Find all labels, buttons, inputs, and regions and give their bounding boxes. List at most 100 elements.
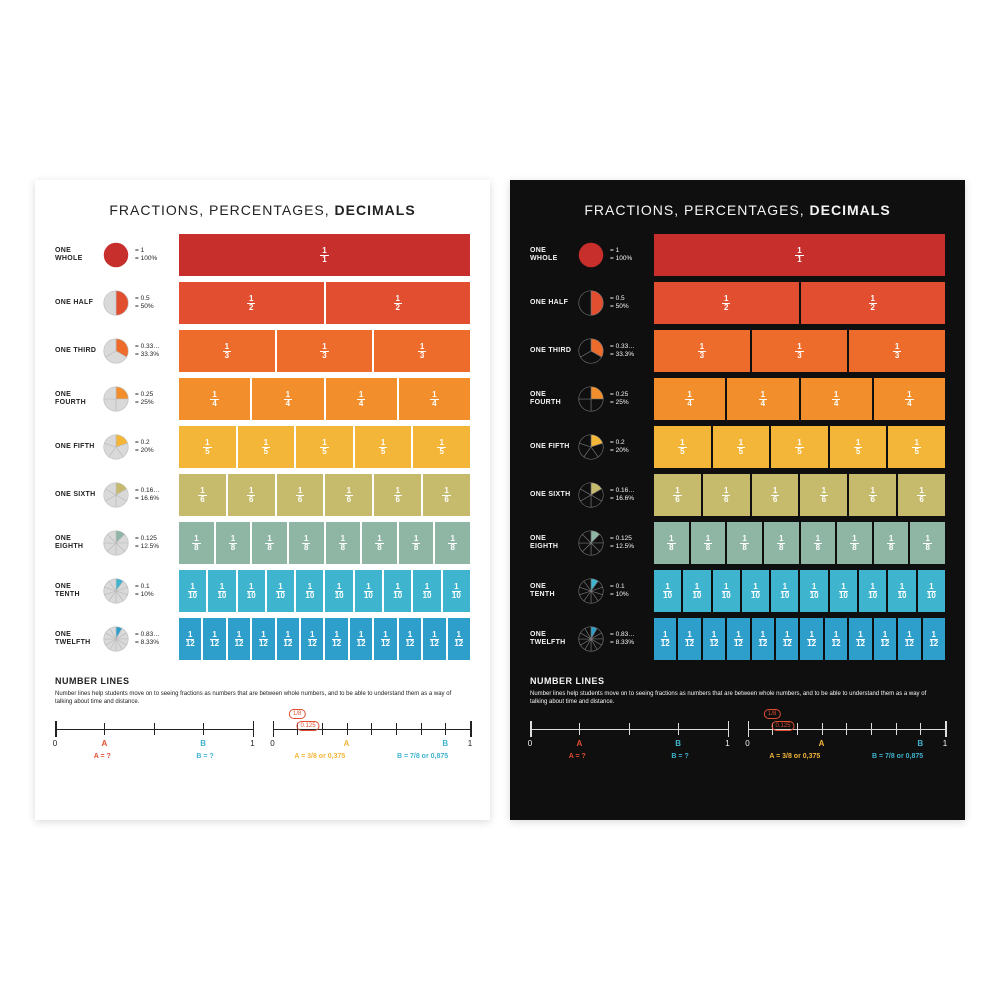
fraction-segment: 18 — [289, 522, 324, 564]
fraction-row: ONE TWELFTH = 0.83… = 8.33% 112 112 112 … — [55, 618, 470, 660]
fraction-segment: 110 — [800, 570, 827, 612]
fraction-segment: 15 — [888, 426, 945, 468]
fraction-segment: 14 — [727, 378, 798, 420]
fraction-segment: 12 — [654, 282, 799, 324]
fraction-segment: 18 — [837, 522, 872, 564]
fraction-segment: 112 — [350, 618, 372, 660]
fraction-segment: 16 — [179, 474, 226, 516]
fraction-segment: 15 — [654, 426, 711, 468]
fraction-segment: 18 — [874, 522, 909, 564]
fraction-segment: 14 — [874, 378, 945, 420]
fraction-segment: 110 — [683, 570, 710, 612]
fraction-segment: 112 — [399, 618, 421, 660]
fraction-values: = 0.125 = 12.5% — [610, 535, 650, 552]
pie-icon — [577, 577, 605, 605]
pie-icon — [577, 433, 605, 461]
fraction-bar: 110 110 110 110 110 110 110 110 110 110 — [179, 570, 470, 612]
fraction-segment: 110 — [742, 570, 769, 612]
fraction-segment: 112 — [252, 618, 274, 660]
fraction-segment: 13 — [277, 330, 373, 372]
number-lines-section: NUMBER LINES Number lines help students … — [55, 676, 470, 771]
fraction-label: ONE TWELFTH — [530, 631, 572, 648]
fraction-segment: 110 — [888, 570, 915, 612]
number-line: 0 1AB A = ?B = ? — [530, 721, 728, 771]
pie-icon — [102, 433, 130, 461]
fraction-row: ONE WHOLE = 1 = 100% 11 — [55, 234, 470, 276]
fraction-segment: 110 — [413, 570, 440, 612]
number-lines-desc: Number lines help students move on to se… — [530, 690, 945, 707]
pie-icon — [102, 481, 130, 509]
fraction-segment: 18 — [326, 522, 361, 564]
fraction-segment: 110 — [771, 570, 798, 612]
number-line: 0 1AB A = ?B = ? — [55, 721, 253, 771]
fraction-bar: 15 15 15 15 15 — [179, 426, 470, 468]
fraction-segment: 15 — [238, 426, 295, 468]
poster-dark: FRACTIONS, PERCENTAGES, DECIMALS ONE WHO… — [510, 180, 965, 820]
fraction-segment: 16 — [374, 474, 421, 516]
numberline-answer: B = 7/8 or 0,875 — [872, 753, 923, 760]
fraction-segment: 110 — [267, 570, 294, 612]
fraction-bar: 12 12 — [654, 282, 945, 324]
fraction-segment: 12 — [179, 282, 324, 324]
fraction-segment: 112 — [448, 618, 470, 660]
number-line: 0 1AB1/80.125 A = 3/8 or 0,375B = 7/8 or… — [748, 721, 946, 771]
pie-icon — [577, 289, 605, 317]
fraction-label: ONE THIRD — [530, 347, 572, 355]
fraction-label: ONE SIXTH — [55, 491, 97, 499]
fraction-bar: 13 13 13 — [179, 330, 470, 372]
number-lines-title: NUMBER LINES — [530, 676, 945, 686]
number-lines-title: NUMBER LINES — [55, 676, 470, 686]
fraction-segment: 15 — [830, 426, 887, 468]
fraction-values: = 0.33… = 33.3% — [610, 343, 650, 360]
fraction-segment: 16 — [228, 474, 275, 516]
fraction-values: = 0.25 = 25% — [610, 391, 650, 408]
fraction-segment: 112 — [423, 618, 445, 660]
fraction-segment: 110 — [859, 570, 886, 612]
fraction-segment: 12 — [326, 282, 471, 324]
fraction-row: ONE FIFTH = 0.2 = 20% 15 15 15 15 15 — [55, 426, 470, 468]
fraction-segment: 110 — [325, 570, 352, 612]
fraction-label: ONE WHOLE — [55, 247, 97, 264]
fraction-row: ONE TENTH = 0.1 = 10% 110 110 110 110 11… — [530, 570, 945, 612]
numberline-answer: A = 3/8 or 0,375 — [294, 753, 345, 760]
poster-title: FRACTIONS, PERCENTAGES, DECIMALS — [530, 202, 945, 218]
numberline-answer: A = 3/8 or 0,375 — [769, 753, 820, 760]
fraction-bar: 14 14 14 14 — [654, 378, 945, 420]
fraction-row: ONE FIFTH = 0.2 = 20% 15 15 15 15 15 — [530, 426, 945, 468]
fraction-row: ONE SIXTH = 0.16… = 16.6% 16 16 16 16 16… — [530, 474, 945, 516]
fraction-label: ONE THIRD — [55, 347, 97, 355]
fraction-segment: 112 — [800, 618, 822, 660]
fraction-segment: 110 — [830, 570, 857, 612]
fraction-values: = 0.33… = 33.3% — [135, 343, 175, 360]
fraction-segment: 13 — [654, 330, 750, 372]
fraction-segment: 16 — [277, 474, 324, 516]
fraction-row: ONE HALF = 0.5 = 50% 12 12 — [530, 282, 945, 324]
fraction-values: = 1 = 100% — [610, 247, 650, 264]
pie-icon — [102, 337, 130, 365]
fraction-values: = 0.125 = 12.5% — [135, 535, 175, 552]
fraction-segment: 110 — [179, 570, 206, 612]
pie-icon — [102, 385, 130, 413]
pie-icon — [102, 289, 130, 317]
fraction-segment: 13 — [752, 330, 848, 372]
fraction-segment: 110 — [443, 570, 470, 612]
pie-icon — [577, 385, 605, 413]
fraction-label: ONE TWELFTH — [55, 631, 97, 648]
fraction-segment: 15 — [771, 426, 828, 468]
fraction-segment: 14 — [252, 378, 323, 420]
fraction-segment: 112 — [654, 618, 676, 660]
fraction-bar: 15 15 15 15 15 — [654, 426, 945, 468]
fraction-bar: 13 13 13 — [654, 330, 945, 372]
numberline-answer: B = 7/8 or 0,875 — [397, 753, 448, 760]
numberline-answer: B = ? — [196, 753, 213, 760]
fraction-segment: 18 — [362, 522, 397, 564]
fraction-values: = 0.16… = 16.6% — [610, 487, 650, 504]
fraction-segment: 13 — [179, 330, 275, 372]
fraction-values: = 0.5 = 50% — [135, 295, 175, 312]
pie-icon — [577, 529, 605, 557]
fraction-row: ONE TWELFTH = 0.83… = 8.33% 112 112 112 … — [530, 618, 945, 660]
fraction-segment: 112 — [179, 618, 201, 660]
fraction-values: = 1 = 100% — [135, 247, 175, 264]
fraction-segment: 112 — [776, 618, 798, 660]
fraction-segment: 112 — [325, 618, 347, 660]
